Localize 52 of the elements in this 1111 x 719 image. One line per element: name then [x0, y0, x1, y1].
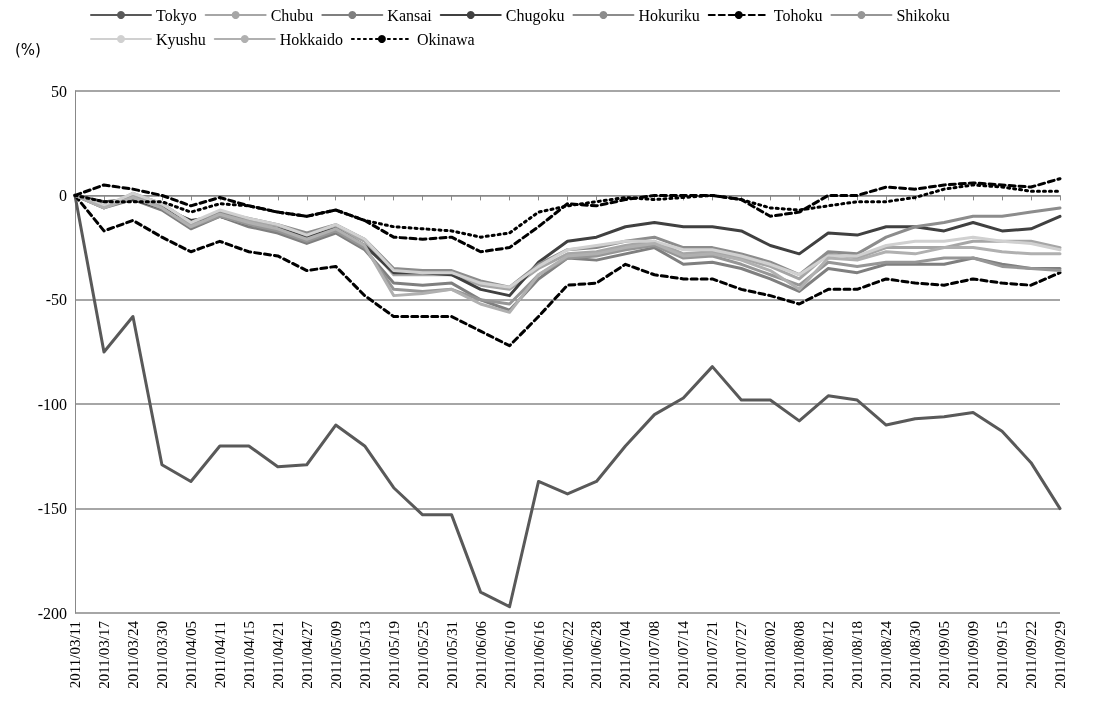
x-tick-label: 2011/07/27	[733, 620, 750, 689]
x-tick-label: 2011/03/11	[67, 621, 83, 689]
legend-label: Tohoku	[773, 6, 823, 24]
legend-label: Kansai	[387, 6, 433, 24]
x-tick-label: 2011/03/30	[153, 621, 170, 689]
x-tick-label: 2011/05/25	[414, 621, 431, 689]
x-tick-label: 2011/08/24	[878, 620, 895, 689]
y-tick-label: -200	[37, 604, 67, 622]
y-tick-label: 0	[59, 186, 67, 204]
legend-label: Kyushu	[156, 30, 206, 49]
legend-label: Chugoku	[505, 6, 565, 25]
x-tick-label: 2011/07/14	[675, 620, 692, 689]
x-tick-label: 2011/05/09	[327, 621, 344, 689]
x-tick-label: 2011/08/30	[907, 621, 924, 689]
x-tick-label: 2011/07/08	[646, 621, 663, 689]
x-tick-label: 2011/09/29	[1052, 621, 1068, 689]
x-tick-label: 2011/04/11	[211, 621, 228, 689]
x-tick-label: 2011/05/13	[356, 621, 373, 689]
legend-label: Hokkaido	[279, 30, 343, 48]
x-tick-label: 2011/06/22	[559, 621, 576, 689]
x-tick-label: 2011/09/15	[994, 621, 1011, 689]
legend-label: Shikoku	[896, 6, 950, 24]
x-tick-label: 2011/09/09	[965, 621, 982, 689]
y-axis-title: (%)	[15, 40, 41, 59]
legend-label: Okinawa	[416, 30, 475, 48]
x-tick-label: 2011/05/31	[443, 621, 460, 689]
x-tick-label: 2011/03/17	[95, 620, 112, 689]
x-tick-label: 2011/06/28	[588, 621, 605, 689]
x-tick-label: 2011/07/04	[617, 620, 634, 689]
legend-label: Chubu	[270, 6, 314, 24]
x-tick-label: 2011/04/05	[182, 621, 199, 689]
x-tick-label: 2011/08/18	[849, 621, 866, 689]
x-tick-label: 2011/04/21	[269, 621, 286, 689]
x-tick-label: 2011/03/24	[124, 620, 141, 689]
y-tick-label: -50	[45, 291, 67, 309]
legend-label: Hokuriku	[638, 6, 700, 24]
x-tick-label: 2011/06/06	[472, 620, 489, 689]
x-tick-label: 2011/05/19	[385, 621, 402, 689]
x-tick-label: 2011/04/27	[298, 620, 315, 689]
x-tick-label: 2011/09/05	[936, 621, 953, 689]
x-tick-label: 2011/07/21	[704, 621, 721, 689]
x-tick-label: 2011/06/10	[501, 621, 518, 689]
legend-label: Tokyo	[156, 6, 197, 25]
x-tick-label: 2011/08/12	[820, 621, 837, 689]
y-tick-label: -100	[37, 395, 67, 413]
x-tick-label: 2011/06/16	[530, 620, 547, 689]
y-tick-label: 50	[51, 82, 67, 100]
x-tick-label: 2011/08/02	[762, 621, 779, 689]
x-tick-label: 2011/08/08	[791, 621, 808, 689]
x-tick-label: 2011/04/15	[240, 621, 257, 689]
x-tick-label: 2011/09/22	[1023, 621, 1040, 689]
y-tick-label: -150	[37, 500, 67, 518]
